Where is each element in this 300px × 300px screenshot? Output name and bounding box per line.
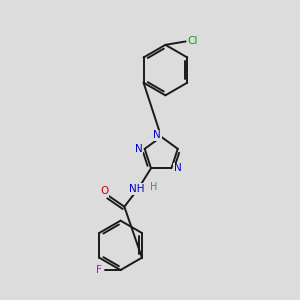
Text: H: H: [150, 182, 158, 192]
Text: N: N: [153, 130, 161, 140]
Text: O: O: [100, 186, 109, 196]
Text: NH: NH: [129, 184, 145, 194]
Text: Cl: Cl: [188, 37, 198, 46]
Text: N: N: [135, 144, 142, 154]
Text: F: F: [96, 265, 102, 275]
Text: N: N: [174, 163, 182, 173]
